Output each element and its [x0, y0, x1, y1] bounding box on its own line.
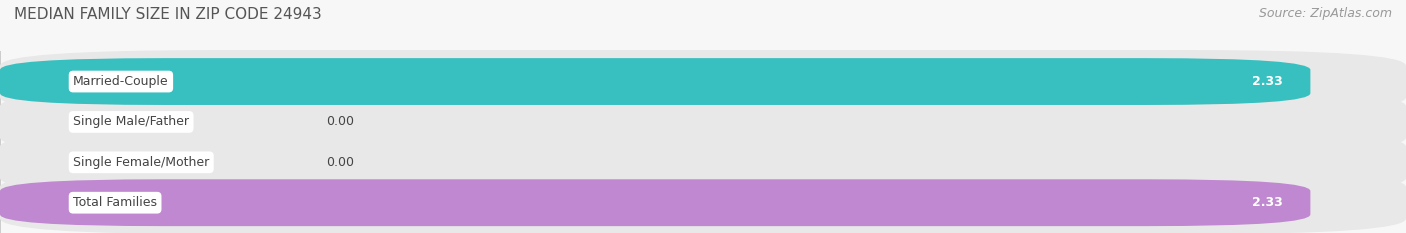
FancyBboxPatch shape [0, 171, 1406, 233]
Text: Total Families: Total Families [73, 196, 157, 209]
FancyBboxPatch shape [0, 131, 1406, 194]
FancyBboxPatch shape [0, 90, 1406, 154]
FancyBboxPatch shape [0, 179, 1310, 226]
FancyBboxPatch shape [0, 50, 1406, 113]
Text: 2.33: 2.33 [1251, 75, 1282, 88]
FancyBboxPatch shape [0, 58, 1310, 105]
Text: 0.00: 0.00 [326, 156, 354, 169]
Text: MEDIAN FAMILY SIZE IN ZIP CODE 24943: MEDIAN FAMILY SIZE IN ZIP CODE 24943 [14, 7, 322, 22]
Text: Single Male/Father: Single Male/Father [73, 115, 190, 128]
Text: Married-Couple: Married-Couple [73, 75, 169, 88]
Text: 0.00: 0.00 [326, 115, 354, 128]
Text: Single Female/Mother: Single Female/Mother [73, 156, 209, 169]
Text: Source: ZipAtlas.com: Source: ZipAtlas.com [1258, 7, 1392, 20]
Text: 2.33: 2.33 [1251, 196, 1282, 209]
